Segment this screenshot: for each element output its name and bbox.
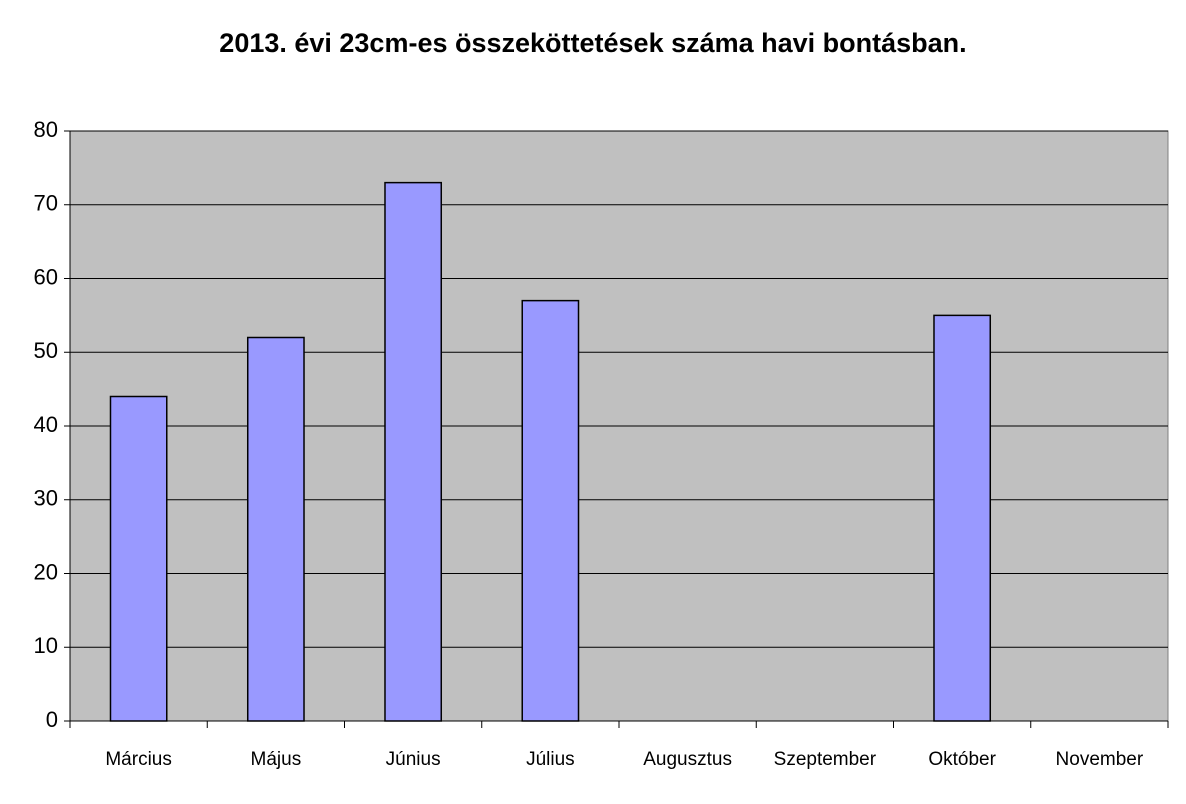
bar: [933, 314, 992, 722]
bar: [521, 299, 580, 722]
x-tick-label: November: [1056, 749, 1144, 770]
y-tick-label: 50: [34, 338, 58, 363]
y-tick-label: 60: [34, 264, 58, 289]
y-tick-label: 10: [34, 633, 58, 658]
y-tick-label: 20: [34, 559, 58, 584]
bar: [246, 336, 305, 722]
x-tick-label: Május: [251, 749, 302, 770]
x-tick-label: Október: [928, 749, 996, 770]
bar: [384, 181, 443, 722]
y-tick-label: 30: [34, 486, 58, 511]
x-tick-label: Augusztus: [643, 749, 732, 770]
y-tick-label: 70: [34, 191, 58, 216]
x-tick-label: Szeptember: [774, 749, 877, 770]
y-tick-label: 0: [46, 707, 58, 732]
chart-title: 2013. évi 23cm-es összeköttetések száma …: [219, 28, 966, 58]
x-tick-label: Július: [526, 749, 575, 770]
y-tick-label: 80: [34, 117, 58, 142]
x-tick-label: Március: [105, 749, 172, 770]
bar: [109, 395, 168, 722]
x-tick-label: Június: [386, 749, 441, 770]
y-tick-label: 40: [34, 412, 58, 437]
